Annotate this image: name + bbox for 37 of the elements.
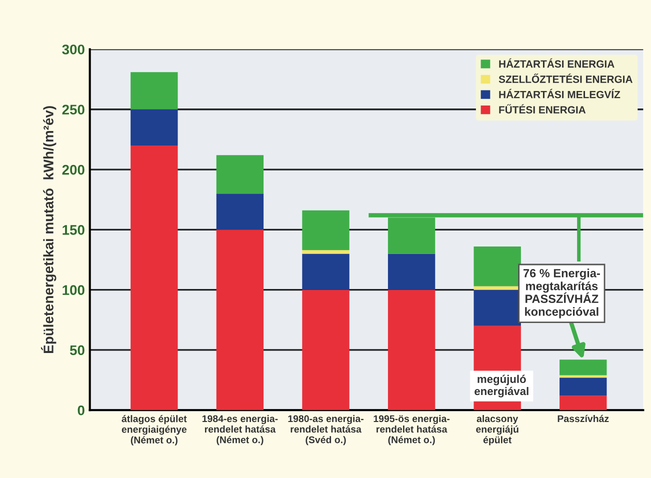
- legend-label: HÁZTARTÁSI MELEGVÍZ: [499, 88, 620, 98]
- x-tick-label: alacsony energiájú épület: [476, 414, 518, 446]
- x-tick-label: átlagos épület energiaigénye (Német o.): [122, 414, 187, 446]
- bar: [216, 194, 264, 230]
- y-tick-label: 150: [62, 225, 84, 235]
- bar: [388, 254, 436, 290]
- bar: [216, 155, 264, 194]
- bar: [130, 145, 178, 410]
- x-tick-label: 1984-es energia- rendelet hatása (Német o.): [202, 414, 278, 446]
- x-tick-label: 1995-ös energia- rendelet hatása (Német o.): [374, 414, 450, 446]
- bar: [216, 230, 264, 410]
- legend-label: HÁZTARTÁSI ENERGIA: [499, 58, 614, 68]
- y-axis-title: Épületenergetikai mutató kWh/(m²év): [41, 106, 56, 353]
- y-tick-label: 200: [62, 164, 84, 175]
- x-tick-label: 1980-as energia- rendelet hatása (Svéd o.): [288, 414, 364, 446]
- y-tick-label: 50: [70, 345, 84, 356]
- bar: [560, 378, 607, 396]
- y-tick-label: 250: [62, 104, 84, 115]
- bar: [388, 290, 436, 410]
- legend-label: FŰTÉSI ENERGIA: [499, 104, 586, 114]
- bar: [560, 360, 607, 376]
- bar: [302, 250, 350, 254]
- y-tick-label: 100: [62, 285, 84, 295]
- bar: [302, 290, 350, 410]
- bar: [560, 396, 607, 410]
- x-tick-label: Passzívház: [558, 414, 609, 422]
- bar: [302, 210, 350, 250]
- bar: [560, 375, 607, 378]
- bar: [302, 254, 350, 290]
- bar: [130, 109, 178, 146]
- y-tick-label: 0: [78, 405, 84, 416]
- annotation: 76 % Energia- megtakarítás PASSZÍVHÁZ koncepcióval: [523, 268, 600, 318]
- y-tick-label: 300: [62, 44, 84, 54]
- bar: [474, 290, 521, 326]
- legend-label: SZELLŐZTETÉSI ENERGIA: [498, 74, 632, 83]
- bar: [130, 72, 178, 110]
- annotation: megújuló energiával: [474, 374, 528, 398]
